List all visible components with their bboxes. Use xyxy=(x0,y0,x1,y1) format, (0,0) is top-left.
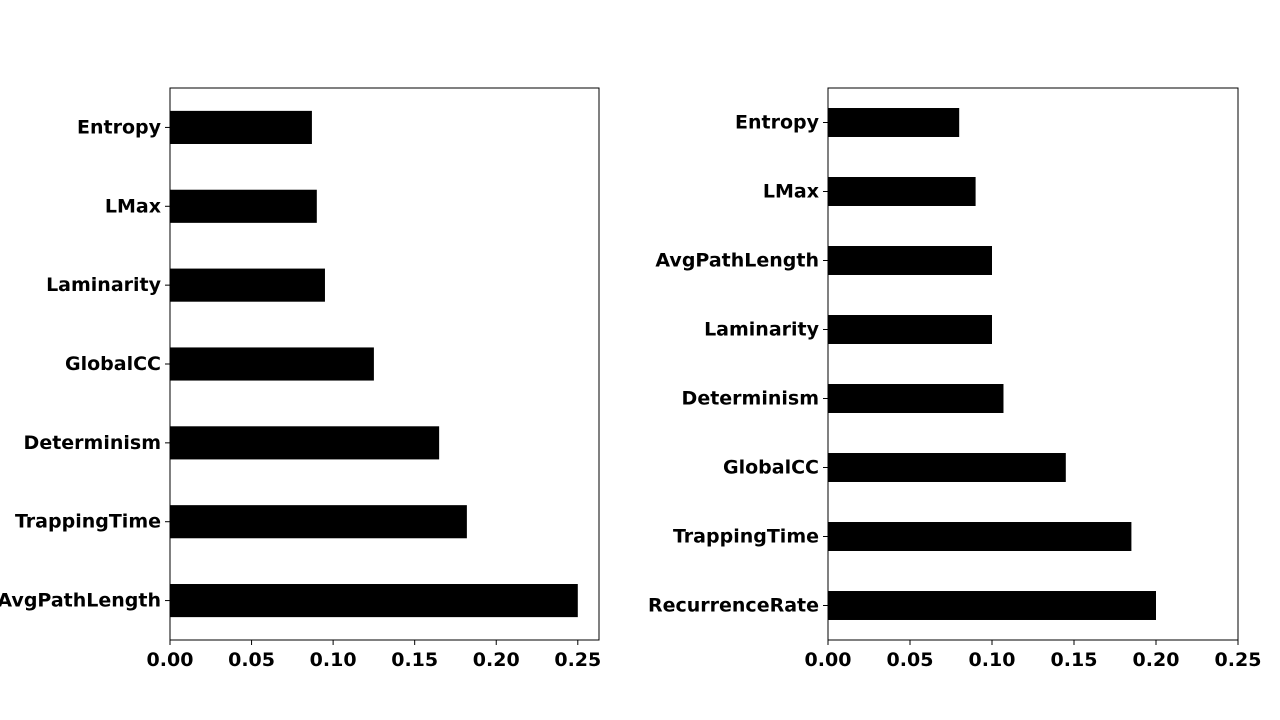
y-tick-label: AvgPathLength xyxy=(0,590,161,612)
bar-lmax xyxy=(828,177,976,206)
y-tick-label: LMax xyxy=(105,195,161,217)
bar-determinism xyxy=(828,384,1004,413)
bar-globalcc xyxy=(170,347,374,381)
y-tick-label: Entropy xyxy=(735,112,820,134)
x-tick-label: 0.05 xyxy=(887,649,934,671)
x-tick-label: 0.15 xyxy=(1051,649,1098,671)
y-tick-label: RecurrenceRate xyxy=(648,595,819,617)
right-chart: Entropy LMax AvgPathLength Laminarity Determ… xyxy=(648,87,1262,671)
x-tick-label: 0.25 xyxy=(554,649,601,671)
plot-frame xyxy=(827,87,1239,641)
x-tick-label: 0.10 xyxy=(969,649,1016,671)
bar-laminarity xyxy=(828,315,992,344)
bar-entropy xyxy=(170,110,312,144)
bar-globalcc xyxy=(828,453,1066,482)
y-tick-label: Laminarity xyxy=(46,274,162,296)
x-tick-label: 0.00 xyxy=(147,649,194,671)
left-chart: Entropy LMax Laminarity GlobalCC Determinism… xyxy=(0,87,601,671)
x-tick-label: 0.10 xyxy=(310,649,357,671)
y-tick-label: Entropy xyxy=(77,116,162,138)
bar-trappingtime xyxy=(828,522,1132,551)
bar-laminarity xyxy=(170,268,325,302)
y-tick-label: Determinism xyxy=(24,432,161,454)
x-tick-label: 0.05 xyxy=(228,649,275,671)
x-tick-label: 0.25 xyxy=(1215,649,1262,671)
y-tick-label: GlobalCC xyxy=(723,457,819,479)
bar-avgpathlength xyxy=(828,246,992,275)
y-tick-label: TrappingTime xyxy=(15,511,161,533)
x-tick-label: 0.00 xyxy=(805,649,852,671)
y-tick-label: Laminarity xyxy=(704,319,820,341)
y-tick-label: Determinism xyxy=(682,388,819,410)
y-tick-label: LMax xyxy=(763,181,819,203)
bar-avgpathlength xyxy=(170,584,578,618)
bar-trappingtime xyxy=(170,505,467,539)
y-tick-label: TrappingTime xyxy=(673,526,819,548)
bar-determinism xyxy=(170,426,440,460)
x-tick-label: 0.15 xyxy=(391,649,438,671)
bar-lmax xyxy=(170,189,317,223)
bar-recurrencerate xyxy=(828,591,1156,620)
y-tick-label: AvgPathLength xyxy=(655,250,819,272)
x-tick-label: 0.20 xyxy=(1133,649,1180,671)
y-tick-label: GlobalCC xyxy=(65,353,161,375)
x-tick-label: 0.20 xyxy=(473,649,520,671)
bar-entropy xyxy=(828,108,960,137)
